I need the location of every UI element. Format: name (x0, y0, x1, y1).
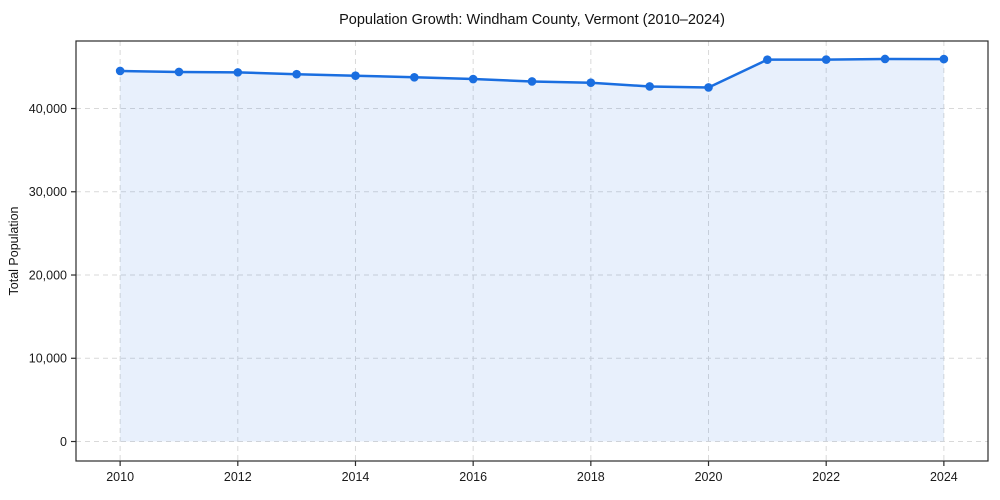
tick-marks (71, 107, 945, 466)
gridlines (76, 41, 988, 461)
data-points (115, 54, 949, 92)
data-point (821, 55, 831, 64)
x-tick-label: 2024 (930, 470, 958, 484)
y-tick-label: 30,000 (29, 185, 67, 199)
data-point (115, 66, 125, 76)
data-point (939, 54, 949, 64)
data-point (292, 69, 301, 79)
x-tick-label: 2010 (106, 470, 134, 484)
x-tick-labels: 2010 2012 2014 2016 2018 2020 2022 2024 (106, 470, 958, 484)
y-tick-label: 0 (60, 435, 67, 449)
y-tick-label: 10,000 (29, 352, 67, 366)
x-tick-label: 2018 (577, 470, 605, 484)
data-point (410, 72, 419, 82)
x-tick-label: 2020 (695, 470, 723, 484)
chart-title: Population Growth: Windham County, Vermo… (339, 12, 725, 28)
x-tick-label: 2022 (812, 470, 840, 484)
data-point (704, 83, 713, 92)
y-tick-label: 20,000 (29, 268, 67, 282)
data-point (586, 78, 596, 88)
data-point (763, 55, 772, 64)
data-point (174, 67, 184, 77)
data-point (233, 68, 243, 77)
y-tick-labels: 0 10,000 20,000 30,000 40,000 (29, 102, 67, 449)
data-point (468, 74, 478, 84)
data-point (645, 82, 654, 91)
plot-border (75, 40, 989, 462)
x-tick-label: 2012 (224, 470, 252, 484)
area-fill (120, 59, 944, 442)
data-point (351, 71, 360, 81)
x-tick-label: 2014 (342, 470, 370, 484)
y-tick-label: 40,000 (29, 102, 67, 116)
data-point (880, 54, 890, 64)
x-tick-label: 2016 (459, 470, 487, 484)
data-point (527, 77, 537, 86)
